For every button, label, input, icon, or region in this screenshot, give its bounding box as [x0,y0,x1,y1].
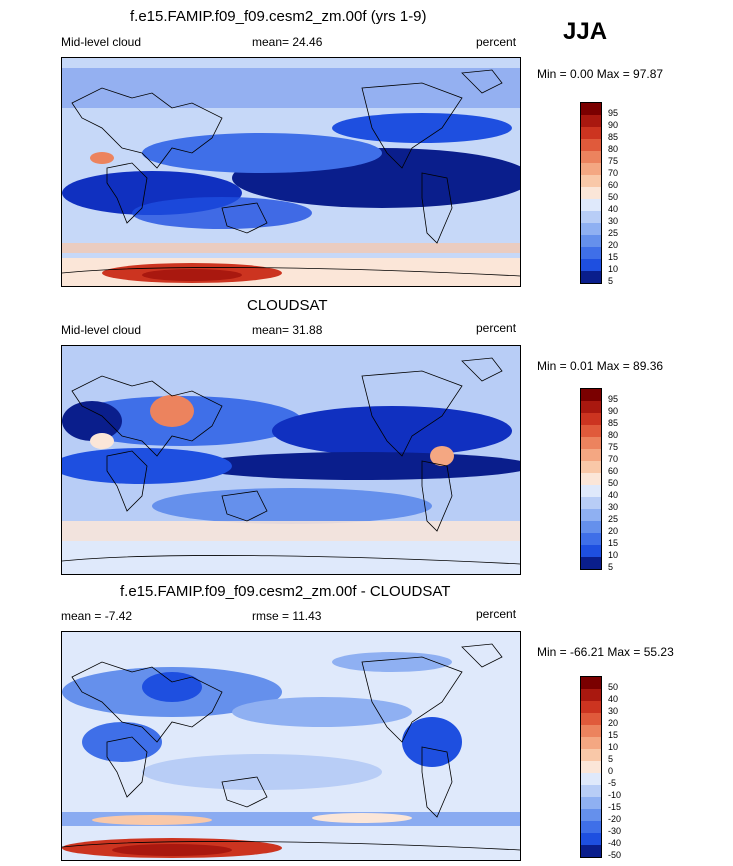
colorbar-tick: 60 [608,180,619,190]
colorbar-tick: -15 [608,802,622,812]
panel-1-colorbar [580,102,602,284]
colorbar-tick: -50 [608,850,622,860]
panel-2-mean-label: mean= 31.88 [252,323,323,337]
colorbar-tick: 50 [608,682,619,692]
colorbar-tick: 20 [608,240,619,250]
colorbar-tick: -5 [608,778,617,788]
colorbar-tick: 60 [608,466,619,476]
colorbar-tick: 80 [608,430,619,440]
colorbar-tick: 70 [608,168,619,178]
colorbar-tick: 95 [608,394,619,404]
colorbar-tick: 15 [608,730,619,740]
panel-2-variable-label: Mid-level cloud [61,323,142,337]
colorbar-tick: 70 [608,454,619,464]
panel-2-title: CLOUDSAT [247,297,328,314]
colorbar-tick: 50 [608,478,619,488]
colorbar-tick: 75 [608,156,619,166]
colorbar-tick: 30 [608,216,619,226]
panel-3-units-label: percent [476,607,517,621]
panel-1-title: f.e15.FAMIP.f09_f09.cesm2_zm.00f (yrs 1-… [130,8,427,25]
colorbar-tick: 0 [608,766,614,776]
colorbar-tick: 50 [608,192,619,202]
panel-1-mean-label: mean= 24.46 [252,35,323,49]
panel-3-colorbar [580,676,602,858]
colorbar-tick: 95 [608,108,619,118]
panel-2-minmax: Min = 0.01 Max = 89.36 [537,359,664,373]
colorbar-tick: 25 [608,514,619,524]
colorbar-tick: 20 [608,718,619,728]
panel-1-map [61,57,521,287]
panel-2-units-label: percent [476,321,517,335]
panel-1-minmax: Min = 0.00 Max = 97.87 [537,67,664,81]
colorbar-tick: -10 [608,790,622,800]
panel-3-mean-label: mean = -7.42 [61,609,133,623]
colorbar-tick: 20 [608,526,619,536]
colorbar-tick: 40 [608,694,619,704]
colorbar-tick: -40 [608,838,622,848]
panel-3-title: f.e15.FAMIP.f09_f09.cesm2_zm.00f - CLOUD… [120,583,451,600]
panel-1-variable-label: Mid-level cloud [61,35,142,49]
panel-2-map [61,345,521,575]
colorbar-tick: 5 [608,754,614,764]
colorbar-tick: 5 [608,276,614,286]
colorbar-tick: 40 [608,490,619,500]
colorbar-tick: -20 [608,814,622,824]
colorbar-tick: 85 [608,132,619,142]
colorbar-tick: 30 [608,706,619,716]
colorbar-tick: 85 [608,418,619,428]
colorbar-tick: -30 [608,826,622,836]
panel-1-units-label: percent [476,35,517,49]
colorbar-tick: 10 [608,550,619,560]
panel-3-rmse-label: rmse = 11.43 [252,609,322,623]
colorbar-tick: 90 [608,406,619,416]
colorbar-tick: 30 [608,502,619,512]
colorbar-tick: 80 [608,144,619,154]
colorbar-tick: 40 [608,204,619,214]
colorbar-tick: 90 [608,120,619,130]
panel-3-map [61,631,521,861]
colorbar-tick: 15 [608,252,619,262]
panel-3-minmax: Min = -66.21 Max = 55.23 [537,645,674,659]
season-label: JJA [563,18,608,45]
colorbar-tick: 10 [608,742,619,752]
colorbar-tick: 15 [608,538,619,548]
panel-2-colorbar [580,388,602,570]
colorbar-tick: 75 [608,442,619,452]
colorbar-tick: 10 [608,264,619,274]
colorbar-tick: 25 [608,228,619,238]
colorbar-tick: 5 [608,562,614,572]
